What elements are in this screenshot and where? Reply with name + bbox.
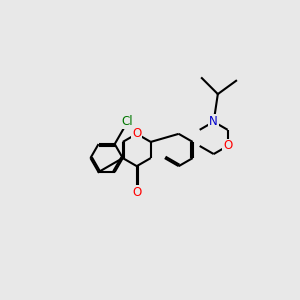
Text: Cl: Cl	[122, 116, 133, 128]
Text: N: N	[209, 115, 218, 128]
Text: O: O	[132, 128, 141, 140]
Text: O: O	[223, 140, 232, 152]
Text: O: O	[132, 186, 141, 199]
